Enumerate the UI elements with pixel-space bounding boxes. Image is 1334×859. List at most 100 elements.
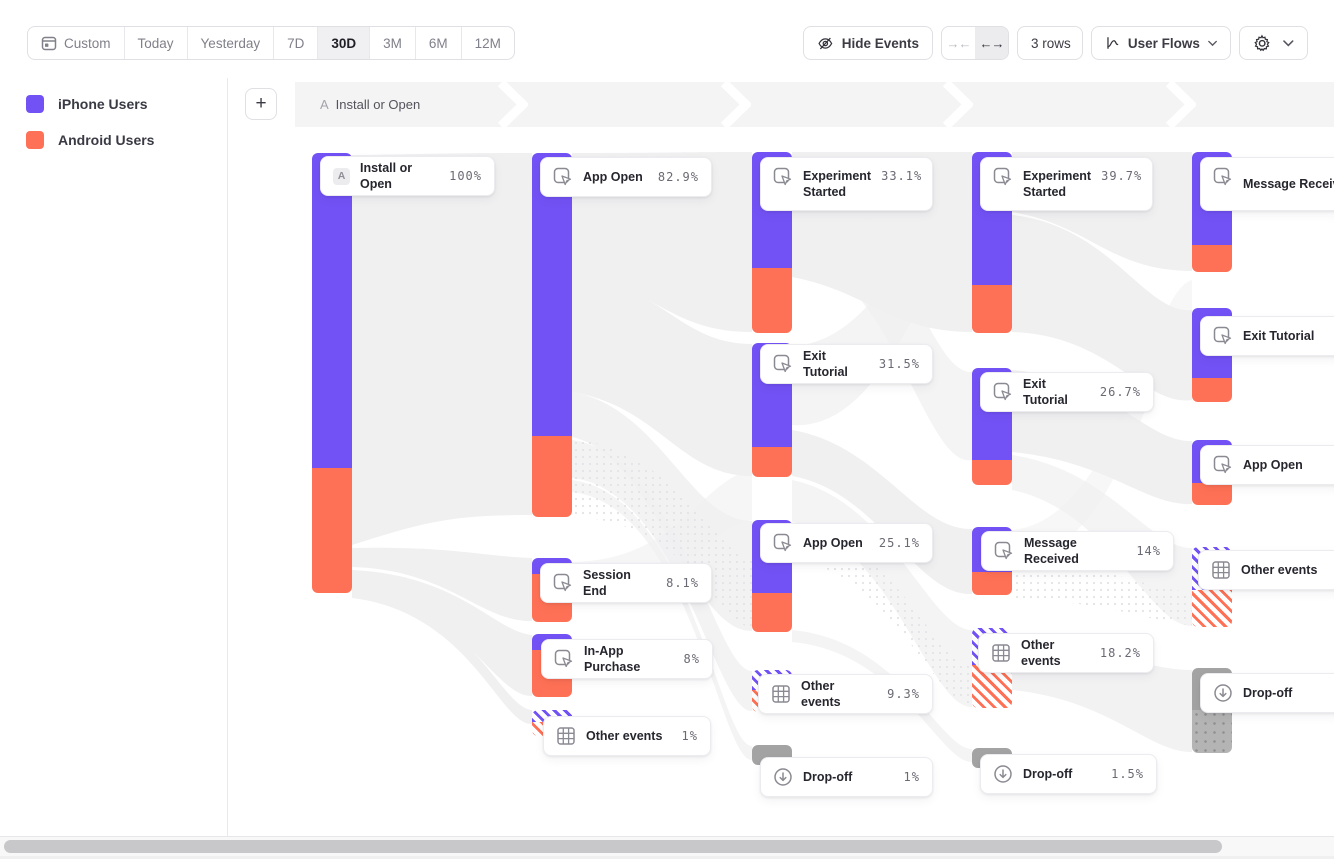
bar-segment-android [752, 593, 792, 632]
bar-segment-dropoff-dotted [1192, 710, 1232, 753]
flow-node-card-install-or-open[interactable]: A Install or Open 100% [320, 156, 495, 196]
event-icon [1213, 167, 1233, 187]
flow-node-card-message-received[interactable]: Message Received [1200, 157, 1334, 211]
drop-off-icon [773, 767, 793, 787]
expand-icon: ←→ [979, 35, 1005, 51]
grid-icon [1211, 560, 1231, 580]
settings-button[interactable] [1239, 26, 1308, 60]
add-step-button[interactable]: + [245, 88, 277, 120]
step-chevron-icon [943, 82, 973, 127]
collapse-expand-group: →← ←→ [941, 26, 1009, 60]
flow-node-card-experiment-started[interactable]: Experiment Started 33.1% [760, 157, 933, 211]
drop-off-icon [993, 764, 1013, 784]
event-icon [553, 167, 573, 187]
bar-segment-android [752, 447, 792, 477]
iphone-swatch [26, 95, 44, 113]
event-icon [554, 649, 574, 669]
bottom-strip [0, 856, 1334, 859]
legend-label: Android Users [58, 132, 155, 148]
view-type-label: User Flows [1127, 35, 1200, 51]
bar-segment-android [972, 285, 1012, 333]
flow-node-card-app-open[interactable]: App Open 25.1% [760, 523, 933, 563]
legend-label: iPhone Users [58, 96, 148, 112]
chart-bottom-border [0, 836, 1334, 837]
flow-node-card-app-open[interactable]: App Open [1200, 445, 1334, 485]
legend-item-android[interactable]: Android Users [26, 129, 227, 151]
flow-node-card-drop-off[interactable]: Drop-off 1.5% [980, 754, 1157, 794]
android-swatch [26, 131, 44, 149]
step-name: Install or Open [335, 97, 421, 112]
flow-node-card-other-events[interactable]: Other events 9.3% [758, 674, 933, 714]
flow-node-card-app-open[interactable]: App Open 82.9% [540, 157, 712, 197]
bar-segment-android [752, 268, 792, 333]
event-icon [994, 541, 1014, 561]
chevron-down-icon [1208, 40, 1217, 46]
gear-icon [1254, 34, 1270, 51]
flow-node-card-exit-tutorial[interactable]: Exit Tutorial [1200, 316, 1334, 356]
view-type-dropdown[interactable]: User Flows [1091, 26, 1231, 60]
bar-segment-android [972, 460, 1012, 485]
step-badge: A [320, 97, 329, 112]
date-range-yesterday[interactable]: Yesterday [188, 27, 275, 59]
date-range-label: Custom [64, 35, 111, 51]
date-range-6m[interactable]: 6M [416, 27, 462, 59]
flow-node-card-exit-tutorial[interactable]: Exit Tutorial 31.5% [760, 344, 933, 384]
event-icon [1213, 455, 1233, 475]
rows-label: 3 rows [1031, 35, 1071, 51]
legend-item-iphone[interactable]: iPhone Users [26, 93, 227, 115]
user-flows-icon [1107, 37, 1119, 49]
date-range-control: Custom Today Yesterday 7D 30D 3M 6M 12M [27, 26, 515, 60]
date-range-custom[interactable]: Custom [28, 27, 125, 59]
step-chevron-icon [721, 82, 751, 127]
step-a-badge: A [333, 167, 350, 185]
grid-icon [556, 726, 576, 746]
bar-segment-android [532, 436, 572, 517]
rows-button[interactable]: 3 rows [1017, 26, 1083, 60]
flow-node-card-exit-tutorial[interactable]: Exit Tutorial 26.7% [980, 372, 1154, 412]
bar-segment-android [1192, 245, 1232, 272]
flow-node-card-other-events[interactable]: Other events 18.2% [978, 633, 1154, 673]
event-icon [993, 382, 1013, 402]
flow-node-bar-app-open[interactable] [532, 153, 572, 517]
date-range-3m[interactable]: 3M [370, 27, 416, 59]
top-toolbar: Custom Today Yesterday 7D 30D 3M 6M 12M … [0, 0, 1334, 78]
calendar-icon [41, 36, 57, 51]
series-legend: iPhone Users Android Users [0, 78, 227, 836]
collapse-columns-button[interactable]: →← [942, 27, 975, 59]
horizontal-scrollbar-thumb[interactable] [4, 840, 1222, 853]
date-range-7d[interactable]: 7D [274, 27, 319, 59]
bar-segment-android [1192, 483, 1232, 505]
flow-node-card-message-received[interactable]: Message Received 14% [981, 531, 1174, 571]
event-icon [553, 573, 573, 593]
date-range-12m[interactable]: 12M [474, 35, 501, 51]
date-range-today[interactable]: Today [125, 27, 188, 59]
grid-icon [771, 684, 791, 704]
flow-node-card-session-end[interactable]: Session End 8.1% [540, 563, 712, 603]
event-icon [993, 167, 1013, 187]
collapse-icon: →← [946, 35, 972, 51]
chevron-down-icon [1283, 39, 1294, 47]
panel-divider [227, 78, 228, 836]
event-icon [773, 533, 793, 553]
horizontal-scrollbar-track[interactable] [0, 837, 1334, 856]
expand-columns-button[interactable]: ←→ [975, 27, 1008, 59]
bar-segment-android [972, 572, 1012, 595]
step-chevron-icon [1166, 82, 1196, 127]
bar-segment-android [312, 468, 352, 593]
flow-node-card-other-events[interactable]: Other events 1% [543, 716, 711, 756]
flow-node-card-in-app-purchase[interactable]: In-App Purchase 8% [541, 639, 713, 679]
event-icon [773, 354, 793, 374]
event-icon [1213, 326, 1233, 346]
flow-node-card-drop-off[interactable]: Drop-off 1% [760, 757, 933, 797]
flow-node-bar-install-or-open[interactable] [312, 153, 352, 593]
flow-node-card-other-events[interactable]: Other events [1198, 550, 1334, 590]
hide-events-button[interactable]: Hide Events [803, 26, 933, 60]
flow-node-card-experiment-started[interactable]: Experiment Started 39.7% [980, 157, 1153, 211]
grid-icon [991, 643, 1011, 663]
date-range-30d[interactable]: 30D [318, 27, 371, 59]
step-header-band[interactable]: A Install or Open [295, 82, 1334, 127]
bar-segment-android [1192, 378, 1232, 402]
hide-events-label: Hide Events [841, 35, 919, 51]
flow-node-card-drop-off[interactable]: Drop-off [1200, 673, 1334, 713]
